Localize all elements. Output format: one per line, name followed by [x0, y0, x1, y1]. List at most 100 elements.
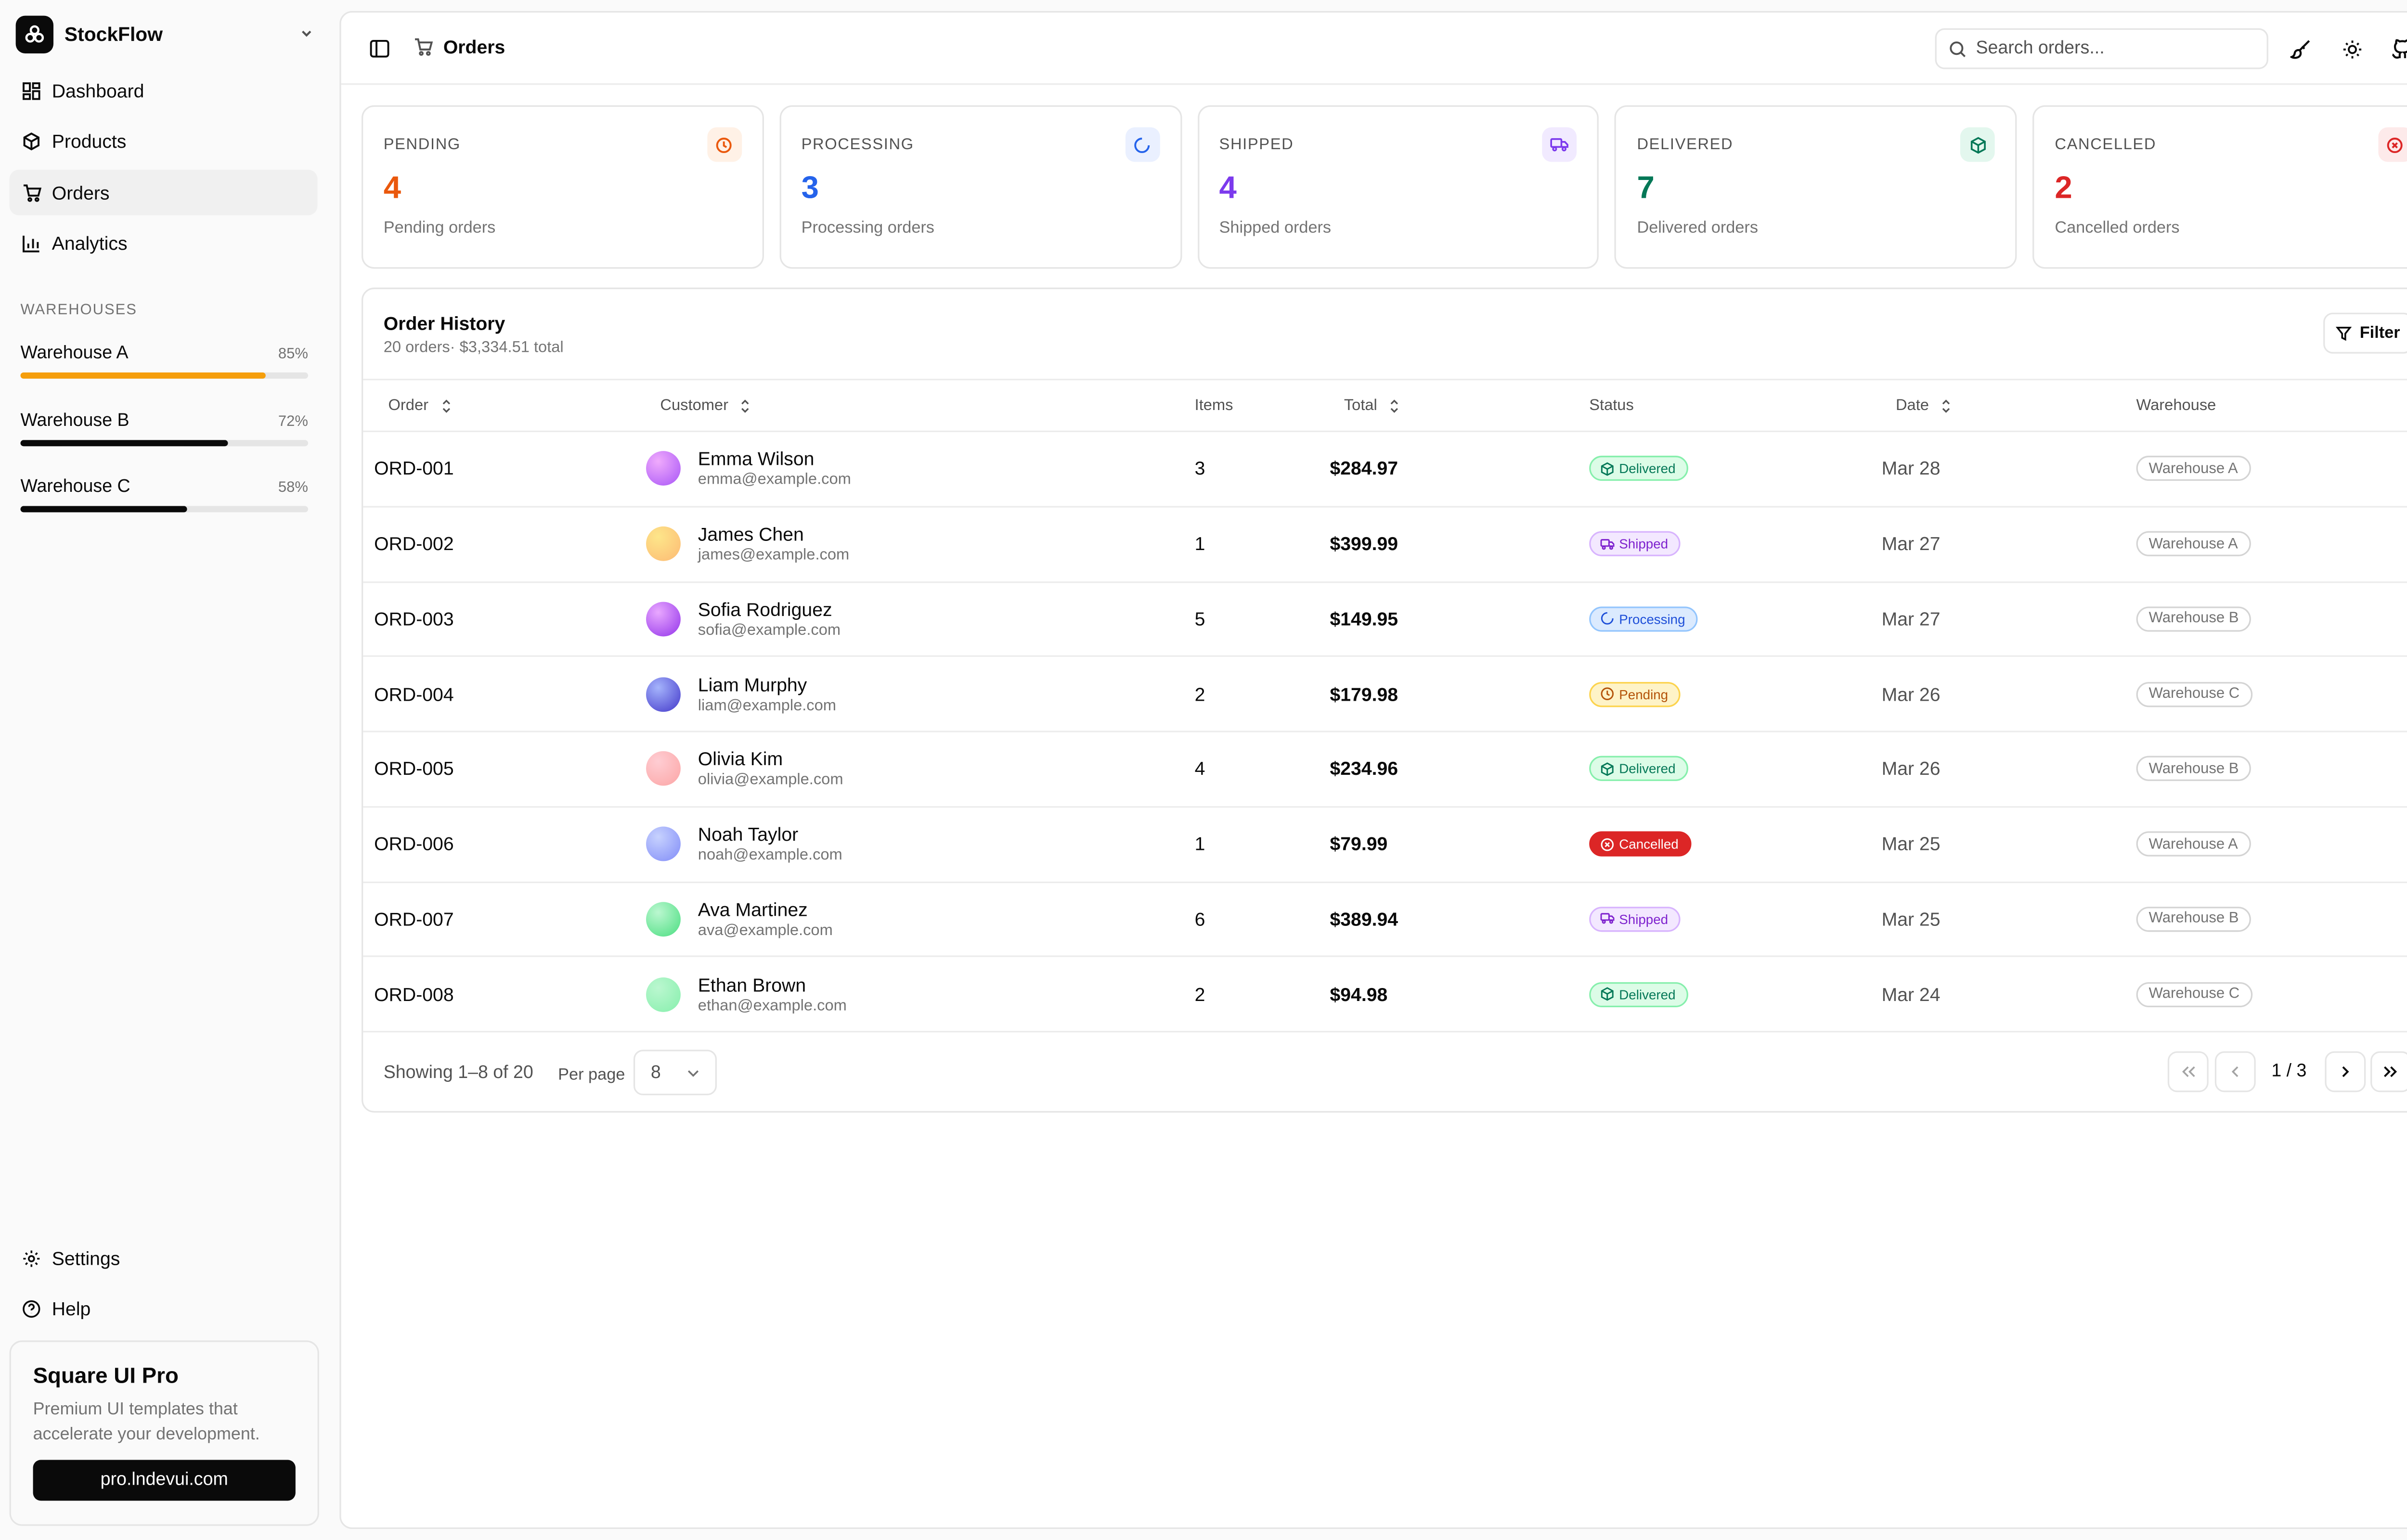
- column-header-customer[interactable]: Customer: [660, 398, 750, 415]
- brush-icon[interactable]: [2287, 36, 2312, 61]
- warehouse-cell: Warehouse B: [2136, 882, 2252, 956]
- order-id[interactable]: ORD-003: [374, 608, 454, 630]
- sidebar-item-label: Orders: [52, 181, 110, 204]
- per-page-select[interactable]: 8: [633, 1050, 717, 1095]
- order-id[interactable]: ORD-004: [374, 683, 454, 705]
- stat-label: PROCESSING: [801, 137, 914, 154]
- table-row[interactable]: ORD-008 Ethan Brown ethan@example.com 2 $94.…: [363, 957, 2407, 1033]
- chevron-right-icon: [2342, 1066, 2349, 1078]
- sidebar-item-help[interactable]: Help: [10, 1286, 318, 1332]
- next-page-button[interactable]: [2325, 1051, 2366, 1092]
- workspace-switcher[interactable]: StockFlow: [15, 15, 318, 54]
- order-id[interactable]: ORD-006: [374, 833, 454, 855]
- table-row[interactable]: ORD-005 Olivia Kim olivia@example.com 4 $234…: [363, 732, 2407, 808]
- sidebar-item-orders[interactable]: Orders: [9, 169, 318, 216]
- column-header-label: Date: [1895, 398, 1929, 415]
- order-date: Mar 25: [1881, 908, 1941, 930]
- warehouse-name: Warehouse C: [20, 477, 130, 497]
- table-row[interactable]: ORD-003 Sofia Rodriguez sofia@example.com 5…: [363, 582, 2407, 657]
- table-subtitle: 20 orders· $3,334.51 total: [383, 339, 564, 357]
- warehouses-section-label: WAREHOUSES: [20, 301, 137, 319]
- gear-icon: [20, 1247, 42, 1269]
- warehouse-cell: Warehouse A: [2136, 808, 2251, 881]
- filter-label: Filter: [2359, 323, 2400, 343]
- warehouse-tag: Warehouse C: [2136, 681, 2252, 707]
- sidebar-item-analytics[interactable]: Analytics: [10, 221, 318, 267]
- status-badge: Processing: [1589, 606, 1698, 632]
- customer-cell: Ethan Brown ethan@example.com: [646, 957, 847, 1031]
- table-row[interactable]: ORD-007 Ava Martinez ava@example.com 6 $389.…: [363, 882, 2407, 958]
- status-cell: Pending: [1589, 657, 1681, 731]
- order-id[interactable]: ORD-008: [374, 983, 454, 1005]
- stat-card-processing: PROCESSING 3 Processing orders: [779, 105, 1182, 269]
- column-header-warehouse: Warehouse: [2136, 398, 2216, 415]
- promo-link-button[interactable]: pro.lndevui.com: [33, 1460, 296, 1501]
- order-total: $399.99: [1330, 533, 1398, 555]
- loader-icon: [1601, 613, 1614, 625]
- customer-cell: Emma Wilson emma@example.com: [646, 432, 851, 506]
- warehouse-percent: 85%: [278, 346, 308, 363]
- sidebar-item-dashboard[interactable]: Dashboard: [10, 67, 318, 113]
- warehouse-capacity-a: Warehouse A 85%: [20, 344, 308, 379]
- clock-icon: [707, 127, 742, 162]
- status-badge: Delivered: [1589, 756, 1688, 782]
- customer-name: Olivia Kim: [698, 748, 783, 771]
- order-status-summary: PENDING 4 Pending orders PROCESSING 3 Pr…: [362, 105, 2407, 269]
- order-id[interactable]: ORD-002: [374, 533, 454, 555]
- column-header-order[interactable]: Order: [388, 398, 451, 415]
- order-total: $284.97: [1330, 458, 1398, 480]
- capacity-bar-fill: [20, 440, 228, 447]
- column-header-date[interactable]: Date: [1896, 398, 1951, 415]
- sort-icon: [742, 399, 750, 413]
- warehouse-name: Warehouse B: [20, 411, 129, 431]
- brand-name: StockFlow: [64, 23, 163, 46]
- truck-icon: [1600, 913, 1615, 924]
- order-id[interactable]: ORD-005: [374, 758, 454, 780]
- warehouse-tag: Warehouse B: [2136, 606, 2252, 632]
- column-header-label: Status: [1589, 398, 1634, 415]
- table-row[interactable]: ORD-002 James Chen james@example.com 1 $399.…: [363, 507, 2407, 582]
- first-page-button[interactable]: [2167, 1051, 2209, 1092]
- status-label: Cancelled: [1619, 836, 1679, 852]
- table-row[interactable]: ORD-001 Emma Wilson emma@example.com 3 $284.…: [363, 432, 2407, 507]
- order-id[interactable]: ORD-001: [374, 458, 454, 480]
- page-title: Orders: [443, 36, 505, 58]
- table-row[interactable]: ORD-004 Liam Murphy liam@example.com 2 $179.…: [363, 657, 2407, 732]
- sidebar-item-label: Help: [52, 1298, 91, 1320]
- truck-icon: [1542, 127, 1578, 162]
- search-icon: [1950, 40, 1966, 57]
- avatar: [646, 976, 681, 1012]
- sort-icon: [1942, 399, 1950, 413]
- status-badge: Delivered: [1589, 456, 1688, 482]
- sun-icon[interactable]: [2339, 36, 2364, 61]
- previous-page-button[interactable]: [2214, 1051, 2256, 1092]
- package-check-icon: [1601, 462, 1614, 476]
- customer-email: ethan@example.com: [698, 997, 847, 1015]
- order-date: Mar 27: [1881, 533, 1941, 555]
- stat-card-delivered: DELIVERED 7 Delivered orders: [1615, 105, 2017, 269]
- sidebar-toggle-icon[interactable]: [369, 38, 389, 66]
- column-header-total[interactable]: Total: [1344, 398, 1399, 415]
- order-id[interactable]: ORD-007: [374, 908, 454, 930]
- sidebar-item-settings[interactable]: Settings: [10, 1235, 318, 1281]
- stat-caption: Delivered orders: [1637, 218, 1759, 238]
- search-input[interactable]: [1976, 39, 2243, 58]
- customer-email: noah@example.com: [698, 847, 842, 865]
- sidebar-item-label: Products: [52, 130, 127, 153]
- avatar: [646, 826, 681, 861]
- per-page-value: 8: [650, 1063, 661, 1082]
- table-row[interactable]: ORD-006 Noah Taylor noah@example.com 1 $79.9…: [363, 808, 2407, 883]
- sidebar-item-products[interactable]: Products: [10, 119, 318, 165]
- filter-button[interactable]: Filter: [2323, 312, 2407, 354]
- order-total: $79.99: [1330, 833, 1388, 855]
- search-box[interactable]: [1935, 28, 2268, 69]
- warehouse-tag: Warehouse B: [2136, 756, 2252, 782]
- order-date: Mar 26: [1881, 758, 1941, 780]
- item-count: 6: [1194, 908, 1205, 930]
- status-label: Shipped: [1619, 536, 1669, 552]
- chevrons-left-icon: [2182, 1066, 2195, 1078]
- github-icon[interactable]: [2389, 36, 2407, 61]
- order-history-card: Order History 20 orders· $3,334.51 total…: [362, 287, 2407, 1113]
- status-cell: Shipped: [1589, 507, 1681, 581]
- last-page-button[interactable]: [2370, 1051, 2407, 1092]
